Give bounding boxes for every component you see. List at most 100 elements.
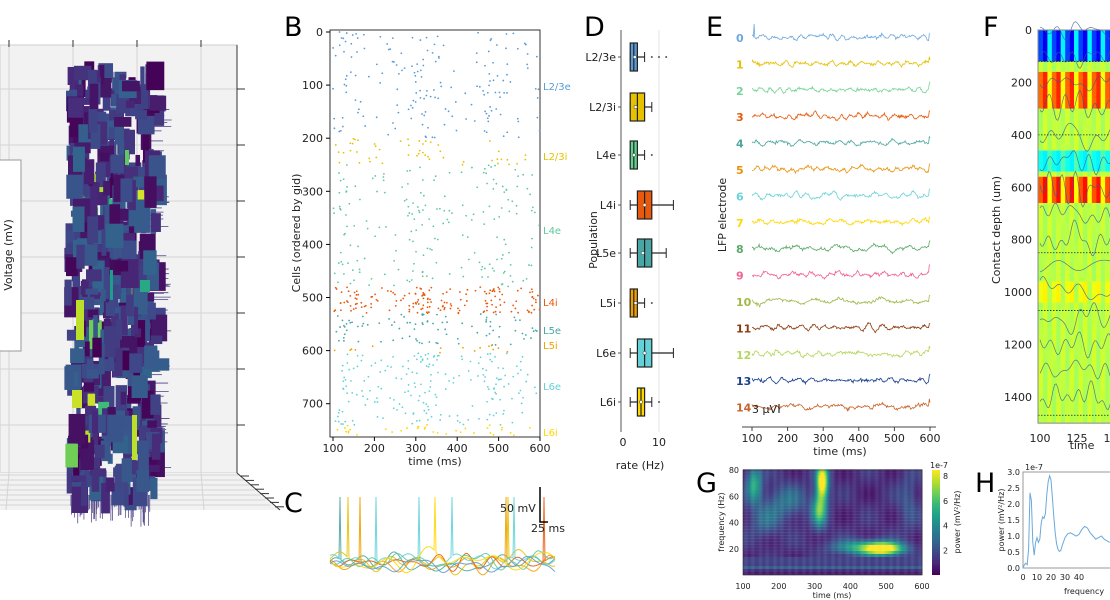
csd-cell [1042,35,1048,41]
spike-dot [464,92,467,95]
spike-dot [352,308,355,311]
neuron-segment [118,350,130,371]
spike-dot [538,308,541,311]
csd-cell [1074,307,1079,314]
spectrogram-cell [792,559,794,564]
spectrogram-cell [764,484,766,488]
csd-cell [1082,239,1088,246]
csd-cell [1060,150,1066,157]
csd-cell [1069,370,1075,377]
csd-cell [1047,302,1052,309]
spike-dot [488,263,491,266]
csd-cell [1065,292,1070,298]
spectrogram-cell [755,562,758,567]
spectrogram-cell [774,499,776,503]
csd-cell [1056,260,1061,267]
spectrogram-cell [770,544,773,548]
csd-cell [1105,229,1110,235]
spike-dot [522,279,525,282]
csd-cell [1105,370,1110,377]
csd-cell [1065,313,1070,319]
csd-cell [1096,213,1101,219]
panel-letter-g: G [696,468,717,499]
spectrogram-cell [766,520,768,524]
spectrogram-cell [791,538,793,542]
spike-dot [434,60,437,63]
spectrogram-cell [745,532,747,536]
spike-dot [345,214,347,216]
spectrogram-cell [745,511,747,515]
spectrogram-cell [773,517,775,521]
spike-dot [391,431,394,433]
csd-cell [1056,197,1061,204]
spectrogram-cell [794,469,796,473]
spectrogram-cell [791,472,793,476]
spike-dot [345,329,348,332]
spectrogram-cell [783,553,786,557]
spectrogram-cell [753,499,755,503]
spike-dot [403,67,406,70]
spike-dot [525,380,528,383]
csd-cell [1087,202,1092,209]
csd-cell [1056,250,1061,256]
spectrogram-cell [779,559,781,564]
spectrogram-cell [762,490,764,494]
spectrogram-cell [748,526,750,530]
spike-dot [426,419,429,421]
spike-dot [373,143,376,145]
spike-dot [438,207,441,210]
spike-dot [421,295,423,297]
spike-dot [488,114,490,117]
spectrogram-cell [771,523,774,527]
csd-cell [1047,396,1052,403]
spike-dot [439,347,442,350]
spectrogram-cell [795,505,797,509]
spike-dot [343,325,346,328]
csd-cell [1091,77,1097,83]
spectrogram-cell [765,562,767,567]
spike-dot [458,421,461,424]
spectrogram-cell [777,559,779,564]
spectrogram-cell [792,520,794,524]
spike-dot [370,277,373,280]
csd-cell [1074,129,1079,136]
spike-dot [438,57,440,59]
spectrogram-cell [751,490,753,494]
neuron-segment [121,80,140,92]
spectrogram-cell [790,514,792,518]
spectrogram-cell [764,523,766,527]
spike-dot [487,388,490,391]
spectrogram-cell [769,538,772,542]
spectrogram-cell [745,469,747,473]
csd-cell [1056,334,1061,340]
lfp-overlay-trace [1039,202,1110,224]
csd-cell [1060,239,1066,246]
spectrogram-cell [791,523,793,527]
spike-dot [375,156,378,159]
csd-cell [1091,412,1097,419]
csd-cell [1065,66,1070,73]
spike-dot [453,70,455,73]
spectrogram-cell [789,526,791,530]
csd-cell [1047,213,1052,219]
spectrogram-cell [760,499,762,503]
spectrogram-cell [747,571,749,576]
spectrogram-cell [762,487,764,491]
spike-dot [500,207,503,209]
spectrogram-cell [744,565,746,570]
spike-dot [426,320,429,322]
spike-dot [483,167,486,170]
spike-dot [349,304,352,307]
spectrogram-cell [755,556,758,560]
csd-cell [1051,129,1057,136]
spectrogram-cell [797,496,799,500]
spike-dot [432,225,435,228]
spectrogram-cell [784,481,787,485]
category-label: L6i [600,396,616,409]
neuron-segment [100,289,106,304]
csd-cell [1091,313,1097,319]
spectrogram-cell [760,523,762,527]
neuron-segment [148,155,166,179]
spectrogram-cell [758,496,760,500]
spectrogram-cell [782,523,784,527]
